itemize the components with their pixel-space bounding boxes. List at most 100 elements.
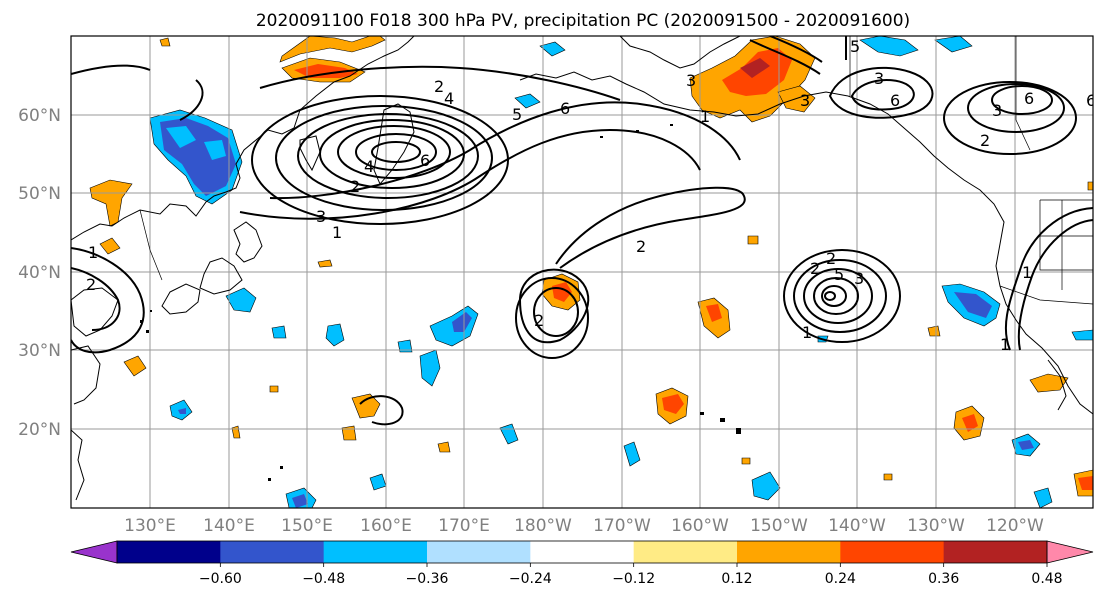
lon-label: 120°W <box>986 516 1044 536</box>
pv-contour <box>71 247 145 354</box>
colorbar-extend-high <box>1046 540 1094 564</box>
precip-blob <box>166 126 196 148</box>
precip-blob <box>706 304 722 322</box>
contour-label: 1 <box>88 243 98 262</box>
island <box>670 124 673 126</box>
pv-contour <box>803 268 873 324</box>
precip-blob <box>419 349 441 387</box>
lon-label: 180°W <box>514 516 572 536</box>
china-coast <box>71 345 101 405</box>
pv-contour <box>297 113 479 199</box>
precip-blob <box>623 441 641 467</box>
precip-blob <box>740 58 770 78</box>
pv-contour <box>239 128 701 220</box>
korea <box>71 287 119 337</box>
contour-label: 6 <box>420 151 430 170</box>
pv-contour <box>518 268 590 344</box>
pv-contour <box>269 101 741 200</box>
pv-contour <box>259 65 621 101</box>
pv-contour <box>71 64 151 75</box>
baja <box>1047 359 1067 411</box>
colorbar-tick-label: −0.12 <box>612 571 655 587</box>
pv-contour <box>769 36 823 63</box>
pv-contour <box>821 285 847 307</box>
pv-contour <box>355 133 437 171</box>
colorbar-segment <box>840 541 945 563</box>
contour-label: 2 <box>826 249 836 268</box>
contour-label: 3 <box>800 91 810 110</box>
china-coast-south <box>71 429 85 501</box>
lat-label: 60°N <box>18 106 61 126</box>
colorbar-segment <box>737 541 841 563</box>
pv-contour <box>515 277 589 359</box>
pv-contour <box>824 291 836 301</box>
precip-blob <box>1071 329 1093 341</box>
contour-label: 5 <box>834 265 844 284</box>
contour-label: 2 <box>434 77 444 96</box>
pv-contour <box>71 267 121 331</box>
latitude-labels: 60°N 50°N 40°N 30°N 20°N <box>18 106 61 440</box>
lon-label: 170°E <box>438 516 490 536</box>
island <box>720 418 725 422</box>
japan-south <box>161 283 201 315</box>
contour-label: 1 <box>802 323 812 342</box>
contour-label: 3 <box>316 207 326 226</box>
precip-blob <box>204 140 226 160</box>
precip-blob <box>927 325 941 337</box>
lon-label: 130°E <box>124 516 176 536</box>
islands <box>140 124 741 481</box>
contour-label: 2 <box>980 131 990 150</box>
contour-label: 2 <box>86 275 96 294</box>
contour-label: 3 <box>686 71 696 90</box>
coastlines <box>71 36 1093 501</box>
lon-label: 160°E <box>360 516 412 536</box>
precipitation-shading <box>89 36 1093 508</box>
lat-label: 40°N <box>18 263 61 283</box>
pv-contour <box>793 259 887 333</box>
lon-label: 140°W <box>828 516 886 536</box>
lon-label: 150°W <box>750 516 808 536</box>
contour-label: 1 <box>332 223 342 242</box>
precip-blob <box>271 325 287 339</box>
precip-blob <box>123 355 147 377</box>
contour-label: 1 <box>1022 263 1032 282</box>
contour-label: 2 <box>534 311 544 330</box>
colorbar-tick-label: −0.60 <box>199 571 242 587</box>
precip-blob <box>292 494 308 508</box>
island <box>150 310 152 312</box>
precip-blob <box>225 287 257 313</box>
lon-label: 170°W <box>593 516 651 536</box>
contour-label: 3 <box>854 269 864 288</box>
lon-label: 160°W <box>671 516 729 536</box>
alaska-north <box>619 36 741 69</box>
contour-label: 4 <box>364 157 374 176</box>
precip-blob <box>397 339 413 353</box>
precip-blob <box>325 323 345 347</box>
border <box>1015 36 1031 151</box>
colorbar-tick-label: −0.24 <box>509 571 552 587</box>
pv-contours <box>71 36 1093 426</box>
island <box>268 478 271 481</box>
precip-blob <box>552 282 572 302</box>
precip-blob <box>1078 476 1093 490</box>
pv-contour <box>533 287 579 337</box>
pv-contour <box>1017 219 1093 351</box>
pv-contour <box>1004 207 1093 351</box>
hokkaido <box>233 221 263 263</box>
island <box>636 130 639 132</box>
chart-title: 2020091100 F018 300 hPa PV, precipitatio… <box>256 11 910 31</box>
island <box>700 412 704 415</box>
precip-blob <box>1087 181 1093 191</box>
precip-blob <box>1033 487 1053 508</box>
precip-blob <box>514 93 541 109</box>
colorbar-outline <box>116 540 1048 564</box>
pv-contour <box>275 105 493 211</box>
colorbar-tick-label: −0.48 <box>302 571 345 587</box>
contour-label: 6 <box>1024 89 1034 108</box>
pv-contour <box>359 395 404 426</box>
map-layers: 2 4 3 5 6 1 2 1 3 6 2 4 5 6 3 2 2 3 5 6 … <box>71 36 1096 508</box>
asia-coastline <box>71 36 415 241</box>
contour-label: 6 <box>1086 91 1096 110</box>
precip-blob <box>954 292 992 318</box>
